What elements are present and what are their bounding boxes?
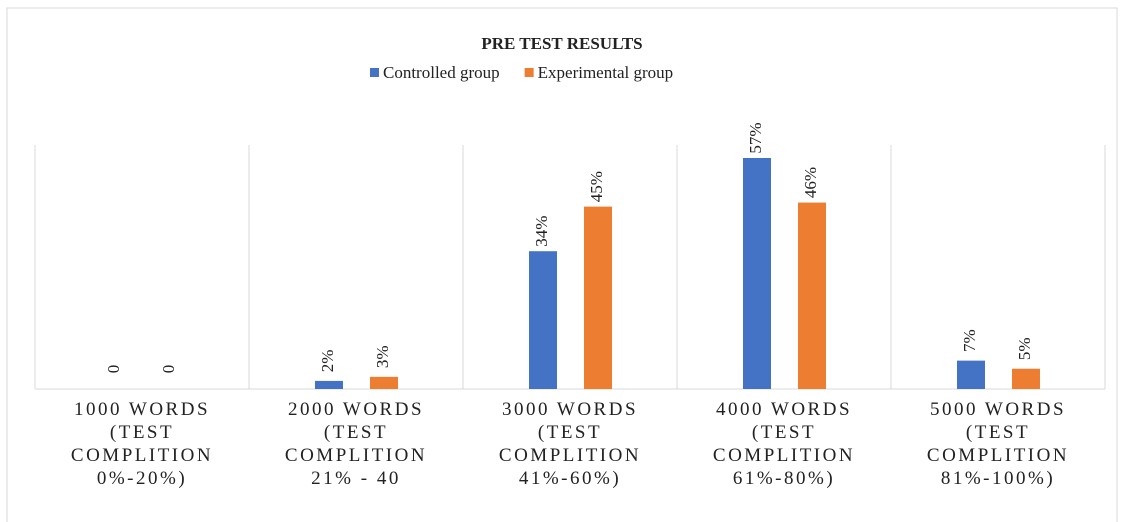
legend-swatch	[524, 68, 534, 77]
legend-label: Experimental group	[538, 63, 674, 82]
data-label: 5%	[1015, 337, 1034, 360]
bar	[584, 206, 612, 389]
legend-swatch	[370, 68, 379, 77]
bar	[315, 380, 343, 389]
data-label: 2%	[318, 350, 337, 373]
data-label: 3%	[373, 346, 392, 369]
x-tick-label: 2000 WORDS (TEST COMPLITION 21% - 40	[284, 399, 428, 489]
data-label: 46%	[801, 167, 820, 198]
bar	[957, 360, 985, 389]
data-label: 7%	[960, 329, 979, 352]
bar	[743, 158, 771, 389]
x-tick-label: 1000 WORDS (TEST COMPLITION 0%-20%)	[70, 399, 214, 489]
data-label: 45%	[587, 171, 606, 202]
data-label: 0	[104, 365, 123, 374]
legend-label: Controlled group	[383, 63, 500, 82]
bar	[370, 376, 398, 389]
data-label: 57%	[746, 122, 765, 153]
x-tick-label: 4000 WORDS (TEST COMPLITION 61%-80%)	[712, 399, 856, 489]
chart-border	[6, 7, 1118, 522]
bar	[798, 202, 826, 389]
data-label: 0	[159, 365, 178, 374]
bar	[1012, 368, 1040, 389]
x-tick-label: 5000 WORDS (TEST COMPLITION 81%-100%)	[926, 399, 1070, 489]
chart-title: PRE TEST RESULTS	[481, 34, 642, 53]
bar	[529, 251, 557, 389]
x-tick-label: 3000 WORDS (TEST COMPLITION 41%-60%)	[498, 399, 642, 489]
data-label: 34%	[532, 216, 551, 247]
